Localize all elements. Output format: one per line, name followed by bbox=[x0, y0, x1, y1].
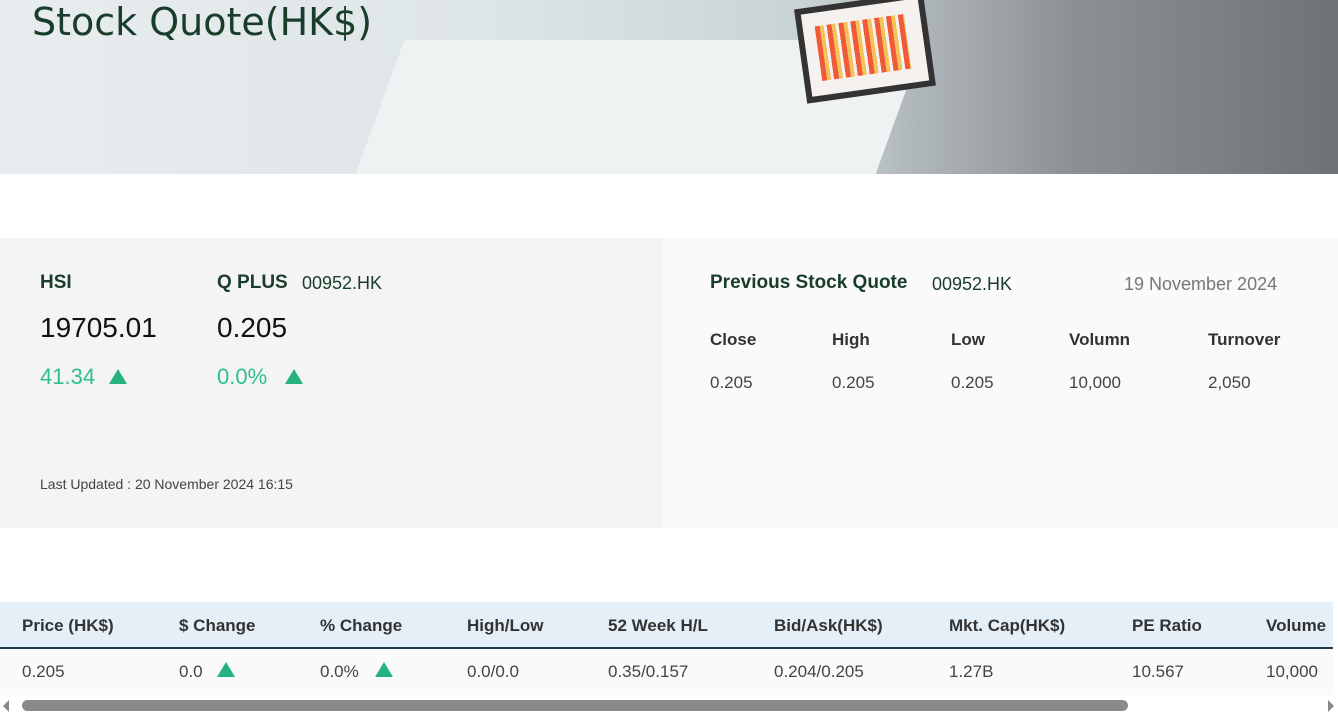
prev-volume: 10,000 bbox=[1069, 373, 1121, 392]
previous-quote-title: Previous Stock Quote bbox=[710, 272, 908, 293]
td-mkt-cap: 1.27B bbox=[949, 662, 994, 681]
index-value: 19705.01 bbox=[40, 312, 157, 343]
td-pct-change-value: 0.0% bbox=[320, 662, 359, 681]
horizontal-scrollbar[interactable] bbox=[0, 697, 1338, 715]
scrollbar-thumb[interactable] bbox=[22, 700, 1128, 711]
up-arrow-icon bbox=[374, 662, 393, 677]
stock-name: Q PLUS bbox=[217, 272, 288, 293]
prev-low: 0.205 bbox=[951, 373, 994, 392]
hero-banner: Stock Quote(HK$) bbox=[0, 0, 1338, 174]
prev-header-close: Close bbox=[710, 330, 757, 349]
scroll-right-icon[interactable] bbox=[1328, 700, 1334, 712]
prev-header-low: Low bbox=[951, 330, 985, 349]
quote-table-header: Price (HK$) $ Change % Change High/Low 5… bbox=[0, 602, 1333, 649]
th-pct-change: % Change bbox=[320, 616, 403, 635]
th-52week: 52 Week H/L bbox=[608, 616, 708, 635]
stock-price: 0.205 bbox=[217, 312, 288, 343]
td-high-low: 0.0/0.0 bbox=[467, 662, 519, 681]
up-arrow-icon bbox=[216, 662, 235, 677]
th-price: Price (HK$) bbox=[22, 616, 114, 635]
td-52week: 0.35/0.157 bbox=[608, 662, 689, 681]
th-mkt-cap: Mkt. Cap(HK$) bbox=[949, 616, 1066, 635]
th-dollar-change: $ Change bbox=[179, 616, 256, 635]
stock-change-value: 0.0% bbox=[217, 364, 268, 389]
th-volume: Volume bbox=[1266, 616, 1327, 635]
up-arrow-icon bbox=[109, 369, 128, 384]
td-pe-ratio: 10.567 bbox=[1132, 662, 1184, 681]
th-high-low: High/Low bbox=[467, 616, 544, 635]
prev-high: 0.205 bbox=[832, 373, 875, 392]
index-name: HSI bbox=[40, 272, 72, 293]
table-row: 0.205 0.0 0.0% 0.0/0.0 0.35/0.157 0.204/… bbox=[0, 649, 1333, 695]
td-dollar-change-value: 0.0 bbox=[179, 662, 203, 681]
index-change-value: 41.34 bbox=[40, 364, 96, 389]
last-updated: Last Updated : 20 November 2024 16:15 bbox=[40, 476, 293, 492]
th-pe-ratio: PE Ratio bbox=[1132, 616, 1202, 635]
prev-header-turnover: Turnover bbox=[1208, 330, 1281, 349]
stock-change: 0.0% bbox=[217, 364, 304, 390]
page-title: Stock Quote(HK$) bbox=[32, 0, 373, 44]
td-pct-change: 0.0% bbox=[320, 662, 393, 682]
td-bid-ask: 0.204/0.205 bbox=[774, 662, 864, 681]
previous-quote-date: 19 November 2024 bbox=[1124, 274, 1278, 294]
previous-quote-code: 00952.HK bbox=[932, 274, 1013, 294]
previous-quote-panel: Previous Stock Quote 00952.HK 19 Novembe… bbox=[663, 238, 1338, 528]
td-price: 0.205 bbox=[22, 662, 65, 681]
current-quote-panel: HSI 19705.01 41.34 Q PLUS 00952.HK 0.205… bbox=[0, 238, 663, 528]
th-bid-ask: Bid/Ask(HK$) bbox=[774, 616, 883, 635]
prev-header-high: High bbox=[832, 330, 870, 349]
index-change: 41.34 bbox=[40, 364, 128, 390]
prev-header-volume: Volumn bbox=[1069, 330, 1131, 349]
scroll-left-icon[interactable] bbox=[3, 700, 9, 712]
prev-close: 0.205 bbox=[710, 373, 753, 392]
td-dollar-change: 0.0 bbox=[179, 662, 235, 682]
up-arrow-icon bbox=[285, 369, 304, 384]
prev-turnover: 2,050 bbox=[1208, 373, 1251, 392]
stock-code: 00952.HK bbox=[302, 273, 383, 293]
td-volume: 10,000 bbox=[1266, 662, 1318, 681]
